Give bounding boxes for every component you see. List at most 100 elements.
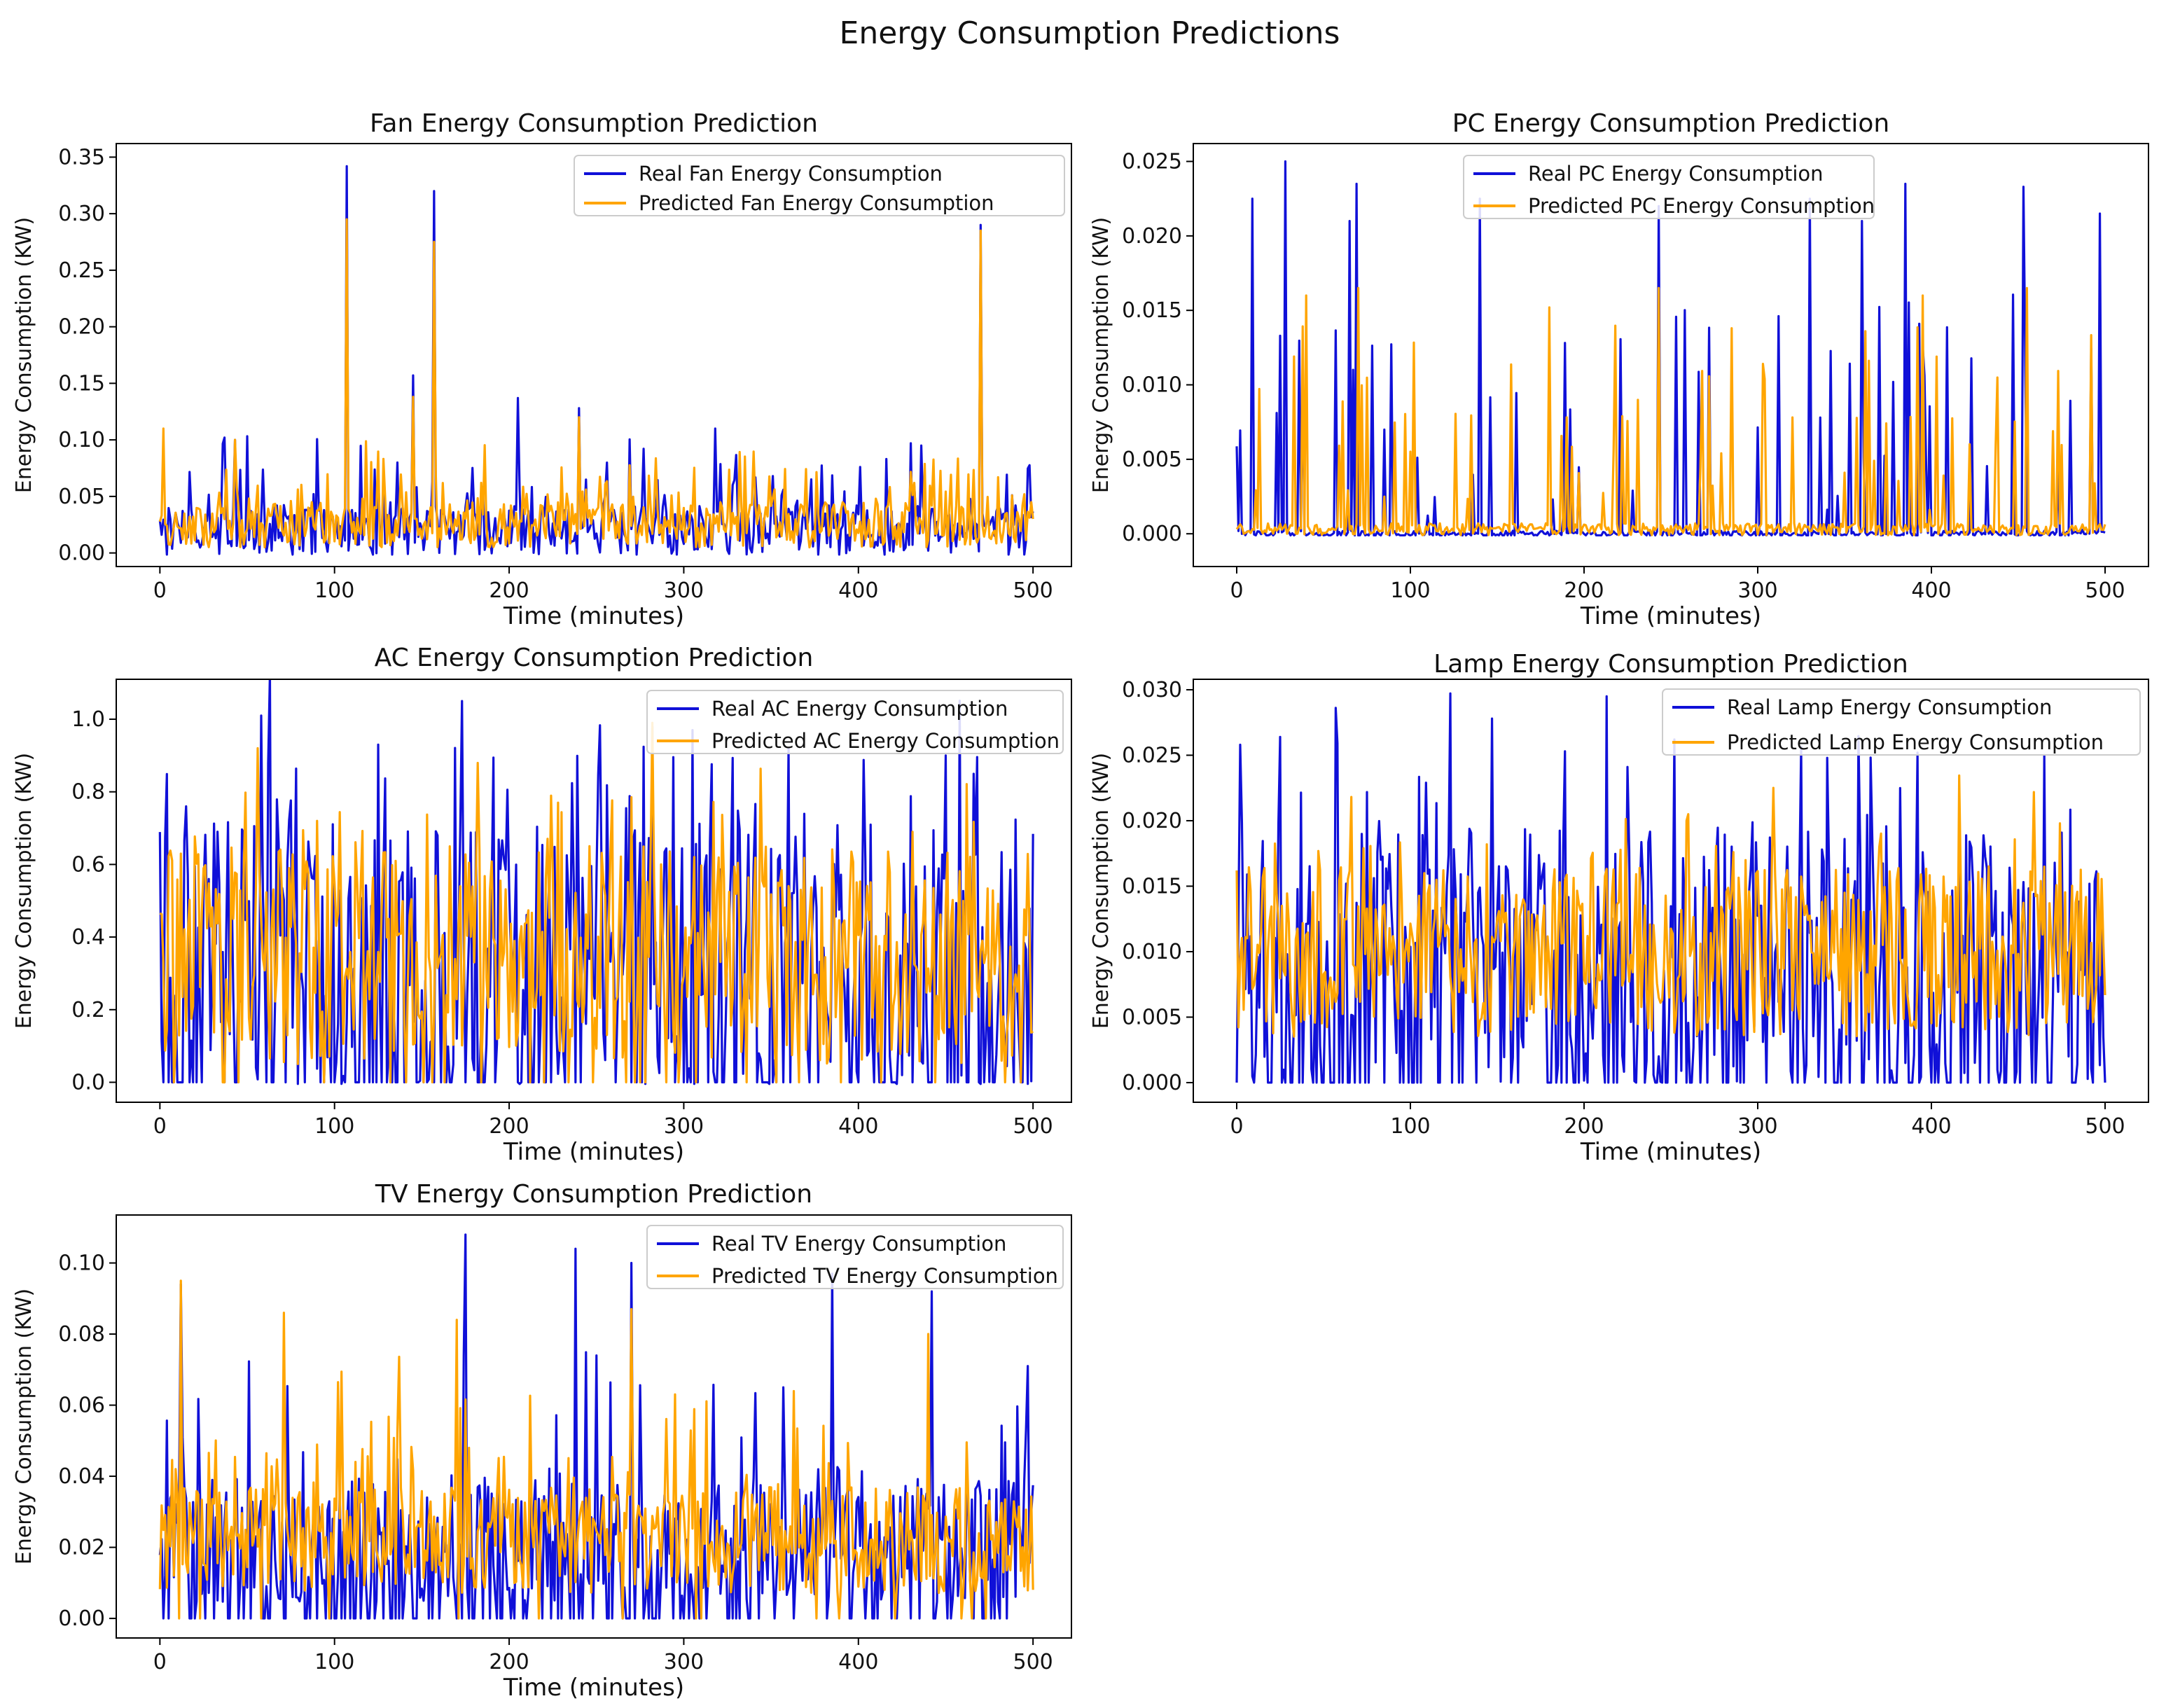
series-line-predicted [1235,774,2106,1038]
series-line-predicted [1235,286,2106,536]
x-tick-label: 400 [1911,1114,1951,1139]
y-tick-label: 0.15 [58,371,105,396]
x-tick-label: 200 [1564,578,1604,603]
axes-frame [116,679,1072,1103]
legend-label-predicted: Predicted AC Energy Consumption [711,729,1060,753]
subplot-title: PC Energy Consumption Prediction [1452,109,1889,138]
y-tick-label: 0.10 [58,428,105,452]
figure-title: Energy Consumption Predictions [840,15,1340,51]
y-tick-label: 0.35 [58,145,105,169]
x-tick-label: 300 [664,578,704,603]
axes-frame [116,143,1072,567]
x-tick-label: 0 [153,1114,167,1139]
y-tick-label: 0.010 [1122,373,1182,398]
x-tick-label: 500 [2085,1114,2125,1139]
series-line-predicted [158,1279,1034,1620]
legend-label-predicted: Predicted TV Energy Consumption [711,1264,1058,1288]
y-tick-label: 0.010 [1122,940,1182,964]
y-tick-label: 0.000 [1122,522,1182,546]
x-axis-label: Time (minutes) [503,1674,684,1702]
x-tick-label: 100 [1390,1114,1430,1139]
x-axis-label: Time (minutes) [503,1138,684,1166]
x-tick-label: 0 [1230,1114,1243,1139]
y-tick-label: 0.030 [1122,678,1182,702]
y-tick-label: 1.0 [71,707,105,732]
legend-label-real: Real TV Energy Consumption [711,1232,1006,1256]
legend-label-real: Real Lamp Energy Consumption [1727,695,2052,719]
legend: Real Fan Energy Consumption Predicted Fan… [574,155,1065,216]
legend: Real PC Energy Consumption Predicted PC E… [1463,155,1875,219]
x-tick-label: 100 [314,578,354,603]
x-tick-label: 500 [2085,578,2125,603]
legend-box [646,690,1064,754]
y-tick-label: 0.10 [58,1251,105,1276]
y-tick-label: 0.020 [1122,224,1182,249]
y-tick-label: 0.06 [58,1394,105,1418]
axes-frame [1193,679,2149,1103]
y-tick-label: 0.20 [58,315,105,340]
y-tick-label: 0.000 [1122,1071,1182,1095]
y-tick-label: 0.05 [58,485,105,509]
legend-box [574,155,1065,216]
legend-box [646,1225,1064,1289]
x-tick-label: 200 [489,1114,529,1139]
y-tick-label: 0.02 [58,1536,105,1560]
subplot-title: TV Energy Consumption Prediction [375,1180,812,1209]
subplot-pc: PC Energy Consumption Prediction 0 100 200 3… [1089,109,2149,630]
legend-label-predicted: Predicted Lamp Energy Consumption [1727,730,2104,754]
series-line-real [158,1233,1034,1620]
x-tick-label: 200 [489,578,529,603]
y-tick-label: 0.30 [58,202,105,226]
x-tick-label: 400 [838,578,878,603]
y-tick-label: 0.025 [1122,743,1182,768]
legend-box [1662,688,2141,756]
y-axis-label: Energy Consumption (KW) [1089,217,1113,493]
x-tick-label: 0 [1230,578,1243,603]
x-tick-label: 400 [838,1650,878,1674]
legend: Real TV Energy Consumption Predicted TV E… [646,1225,1064,1289]
legend-box [1463,155,1875,219]
y-tick-label: 0.015 [1122,298,1182,323]
y-tick-label: 0.005 [1122,1005,1182,1029]
axes-frame [1193,143,2149,567]
subplot-fan: Fan Energy Consumption Prediction 0 100 200… [12,109,1072,630]
y-tick-label: 0.25 [58,258,105,283]
legend-label-real: Real AC Energy Consumption [711,697,1008,721]
x-axis-label: Time (minutes) [1580,602,1761,630]
subplot-lamp: Lamp Energy Consumption Prediction 0 100 20… [1089,650,2149,1166]
legend-label-real: Real Fan Energy Consumption [639,162,943,186]
legend: Real Lamp Energy Consumption Predicted La… [1662,688,2141,756]
y-tick-label: 0.6 [71,852,105,877]
y-tick-label: 0.005 [1122,447,1182,472]
legend-label-real: Real PC Energy Consumption [1528,162,1824,186]
x-tick-label: 100 [314,1650,354,1674]
y-tick-label: 0.4 [71,925,105,950]
x-tick-label: 500 [1013,1650,1053,1674]
y-tick-label: 0.8 [71,780,105,805]
x-tick-label: 0 [153,1650,167,1674]
subplot-tv: TV Energy Consumption Prediction 0 100 200 3… [12,1180,1072,1702]
x-tick-label: 400 [1911,578,1951,603]
y-tick-label: 0.2 [71,998,105,1022]
x-tick-label: 400 [838,1114,878,1139]
series-line-real [1235,160,2106,537]
y-tick-label: 0.00 [58,1606,105,1631]
series-line-real [1235,692,2106,1084]
legend: Real AC Energy Consumption Predicted AC E… [646,690,1064,754]
subplot-title: Lamp Energy Consumption Prediction [1433,650,1908,679]
x-tick-label: 200 [489,1650,529,1674]
axes-frame [116,1214,1072,1639]
series-line-predicted [158,218,1034,549]
x-tick-label: 300 [664,1114,704,1139]
y-axis-label: Energy Consumption (KW) [12,753,36,1029]
y-tick-label: 0.020 [1122,809,1182,833]
y-axis-label: Energy Consumption (KW) [12,1289,36,1564]
y-tick-label: 0.08 [58,1322,105,1347]
x-tick-label: 500 [1013,578,1053,603]
subplot-ac: AC Energy Consumption Prediction 0 100 200 3… [12,644,1072,1166]
x-tick-label: 0 [153,578,167,603]
y-tick-label: 0.0 [71,1070,105,1095]
x-tick-label: 200 [1564,1114,1604,1139]
